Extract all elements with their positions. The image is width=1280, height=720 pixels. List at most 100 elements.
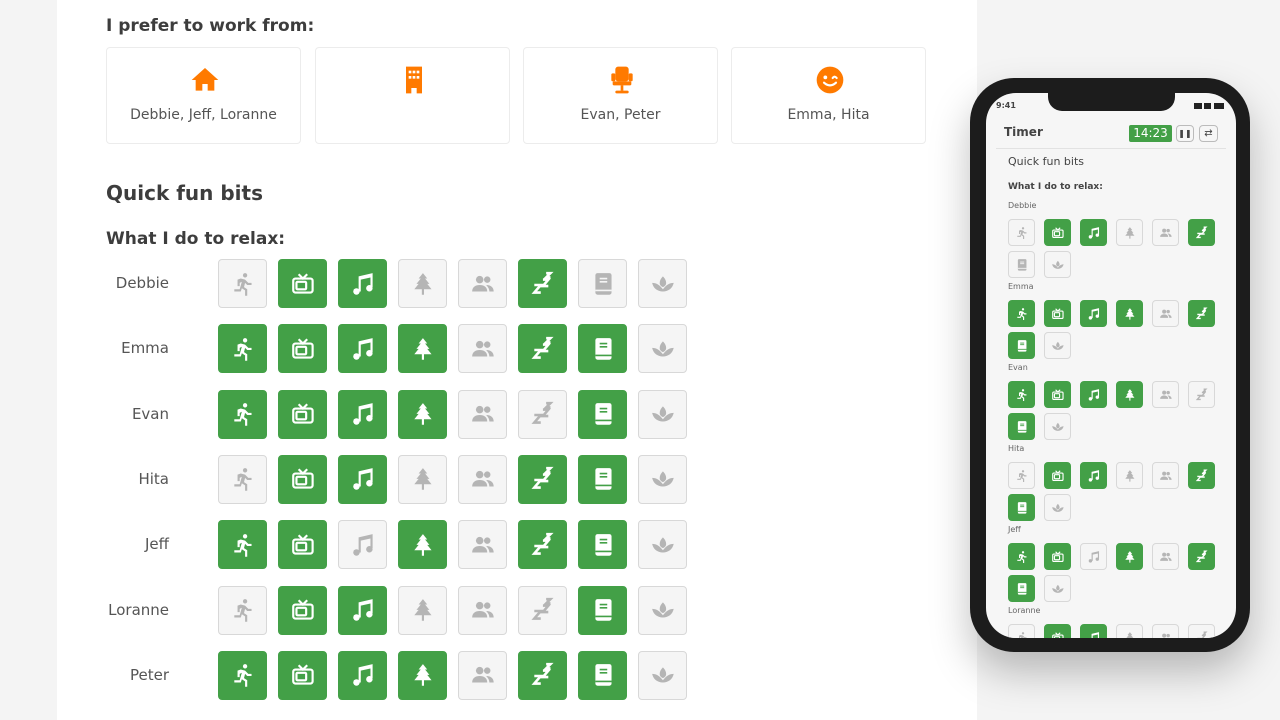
work-location-card[interactable]: Evan, Peter xyxy=(523,47,718,144)
work-location-card[interactable]: Debbie, Jeff, Loranne xyxy=(106,47,301,144)
activity-toggle-tv[interactable] xyxy=(278,585,327,635)
activity-toggle-lotus[interactable] xyxy=(1044,494,1071,521)
activity-toggle-music[interactable] xyxy=(1080,219,1107,246)
activity-toggle-lotus[interactable] xyxy=(1044,413,1071,440)
activity-toggle-book[interactable] xyxy=(1008,332,1035,359)
activity-toggle-running[interactable] xyxy=(218,454,267,504)
activity-toggle-book[interactable] xyxy=(578,454,627,504)
activity-toggle-people[interactable] xyxy=(1152,543,1179,570)
activity-toggle-lotus[interactable] xyxy=(1044,251,1071,278)
activity-toggle-book[interactable] xyxy=(578,259,627,308)
activity-toggle-tree[interactable] xyxy=(1116,624,1143,638)
activity-toggle-tv[interactable] xyxy=(278,454,327,504)
activity-toggle-lotus[interactable] xyxy=(638,324,687,374)
activity-toggle-music[interactable] xyxy=(338,389,387,439)
activity-toggle-music[interactable] xyxy=(338,650,387,700)
activity-toggle-running[interactable] xyxy=(218,585,267,635)
activity-toggle-tv[interactable] xyxy=(1044,381,1071,408)
activity-toggle-running[interactable] xyxy=(1008,624,1035,638)
activity-toggle-people[interactable] xyxy=(1152,462,1179,489)
activity-toggle-people[interactable] xyxy=(458,259,507,308)
activity-toggle-people[interactable] xyxy=(1152,381,1179,408)
activity-toggle-sleep[interactable] xyxy=(518,650,567,700)
activity-toggle-tree[interactable] xyxy=(398,585,447,635)
activity-toggle-tv[interactable] xyxy=(1044,543,1071,570)
work-location-card[interactable]: Emma, Hita xyxy=(731,47,926,144)
activity-toggle-people[interactable] xyxy=(458,520,507,570)
activity-toggle-sleep[interactable] xyxy=(518,389,567,439)
activity-toggle-sleep[interactable] xyxy=(518,324,567,374)
activity-toggle-tree[interactable] xyxy=(1116,381,1143,408)
activity-toggle-sleep[interactable] xyxy=(518,585,567,635)
activity-toggle-sleep[interactable] xyxy=(1188,462,1215,489)
activity-toggle-book[interactable] xyxy=(1008,251,1035,278)
activity-toggle-music[interactable] xyxy=(338,324,387,374)
activity-toggle-people[interactable] xyxy=(458,454,507,504)
activity-toggle-running[interactable] xyxy=(218,650,267,700)
activity-toggle-sleep[interactable] xyxy=(1188,381,1215,408)
activity-toggle-music[interactable] xyxy=(338,585,387,635)
activity-toggle-tree[interactable] xyxy=(1116,219,1143,246)
activity-toggle-music[interactable] xyxy=(338,520,387,570)
activity-toggle-running[interactable] xyxy=(218,520,267,570)
activity-toggle-lotus[interactable] xyxy=(1044,575,1071,602)
activity-toggle-sleep[interactable] xyxy=(518,454,567,504)
activity-toggle-people[interactable] xyxy=(1152,300,1179,327)
reset-button[interactable]: ⇄ xyxy=(1199,125,1218,142)
activity-toggle-tree[interactable] xyxy=(398,520,447,570)
activity-toggle-tree[interactable] xyxy=(398,259,447,308)
activity-toggle-tv[interactable] xyxy=(1044,219,1071,246)
activity-toggle-tv[interactable] xyxy=(1044,300,1071,327)
activity-toggle-people[interactable] xyxy=(1152,219,1179,246)
activity-toggle-people[interactable] xyxy=(458,324,507,374)
activity-toggle-book[interactable] xyxy=(578,650,627,700)
activity-toggle-tv[interactable] xyxy=(278,520,327,570)
activity-toggle-book[interactable] xyxy=(578,324,627,374)
activity-toggle-lotus[interactable] xyxy=(638,389,687,439)
activity-toggle-music[interactable] xyxy=(338,259,387,308)
activity-toggle-people[interactable] xyxy=(1152,624,1179,638)
activity-toggle-sleep[interactable] xyxy=(518,259,567,308)
activity-toggle-lotus[interactable] xyxy=(638,650,687,700)
activity-toggle-running[interactable] xyxy=(218,324,267,374)
activity-toggle-tv[interactable] xyxy=(1044,624,1071,638)
activity-toggle-tv[interactable] xyxy=(278,389,327,439)
activity-toggle-music[interactable] xyxy=(1080,300,1107,327)
activity-toggle-book[interactable] xyxy=(578,520,627,570)
activity-toggle-music[interactable] xyxy=(1080,381,1107,408)
activity-toggle-tree[interactable] xyxy=(1116,300,1143,327)
activity-toggle-book[interactable] xyxy=(578,389,627,439)
activity-toggle-tree[interactable] xyxy=(398,389,447,439)
activity-toggle-running[interactable] xyxy=(218,259,267,308)
activity-toggle-running[interactable] xyxy=(1008,462,1035,489)
activity-toggle-sleep[interactable] xyxy=(1188,543,1215,570)
activity-toggle-book[interactable] xyxy=(1008,575,1035,602)
activity-toggle-people[interactable] xyxy=(458,389,507,439)
work-location-card[interactable] xyxy=(315,47,510,144)
activity-toggle-book[interactable] xyxy=(578,585,627,635)
activity-toggle-people[interactable] xyxy=(458,585,507,635)
activity-toggle-tv[interactable] xyxy=(278,259,327,308)
activity-toggle-running[interactable] xyxy=(1008,381,1035,408)
activity-toggle-tree[interactable] xyxy=(1116,543,1143,570)
activity-toggle-lotus[interactable] xyxy=(1044,332,1071,359)
activity-toggle-sleep[interactable] xyxy=(1188,300,1215,327)
activity-toggle-lotus[interactable] xyxy=(638,585,687,635)
activity-toggle-sleep[interactable] xyxy=(518,520,567,570)
activity-toggle-tv[interactable] xyxy=(278,650,327,700)
activity-toggle-tree[interactable] xyxy=(1116,462,1143,489)
activity-toggle-tv[interactable] xyxy=(278,324,327,374)
activity-toggle-tree[interactable] xyxy=(398,454,447,504)
pause-button[interactable]: ❚❚ xyxy=(1176,125,1194,142)
activity-toggle-running[interactable] xyxy=(1008,543,1035,570)
activity-toggle-lotus[interactable] xyxy=(638,520,687,570)
activity-toggle-running[interactable] xyxy=(218,389,267,439)
activity-toggle-music[interactable] xyxy=(338,454,387,504)
activity-toggle-tree[interactable] xyxy=(398,650,447,700)
activity-toggle-sleep[interactable] xyxy=(1188,624,1215,638)
activity-toggle-music[interactable] xyxy=(1080,624,1107,638)
activity-toggle-lotus[interactable] xyxy=(638,259,687,308)
activity-toggle-book[interactable] xyxy=(1008,494,1035,521)
activity-toggle-running[interactable] xyxy=(1008,300,1035,327)
activity-toggle-music[interactable] xyxy=(1080,543,1107,570)
